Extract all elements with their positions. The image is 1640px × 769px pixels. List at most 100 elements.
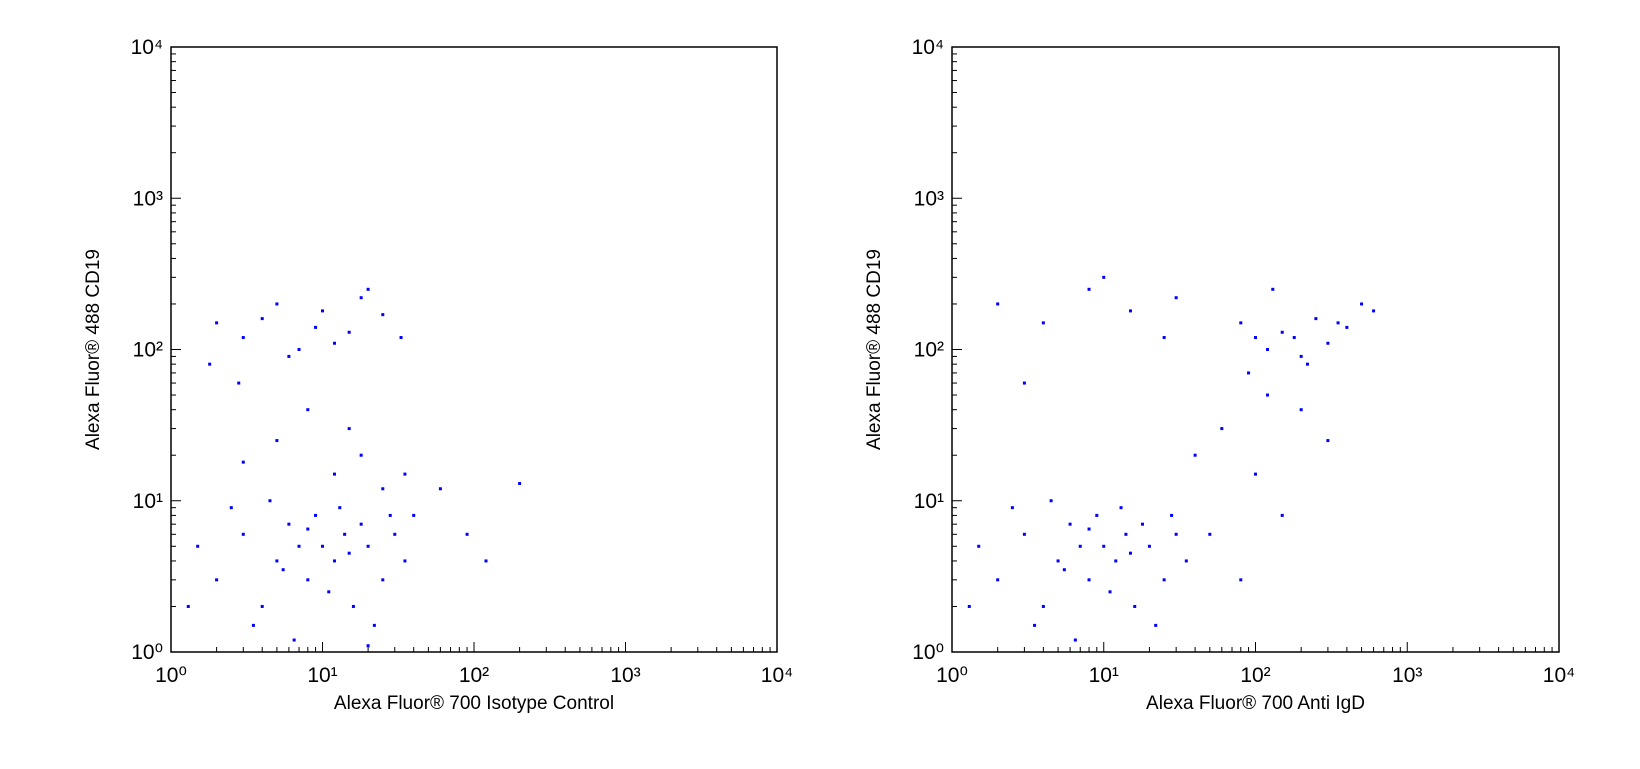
point <box>1087 287 1091 291</box>
x-axis-label: Alexa Fluor® 700 Isotype Control <box>334 693 614 714</box>
y-tick-label: 10³ <box>914 187 944 210</box>
y-tick-label: 10⁴ <box>912 36 944 59</box>
point <box>1087 527 1091 531</box>
point <box>1033 623 1037 627</box>
point <box>215 321 219 325</box>
point <box>1280 330 1284 334</box>
point <box>186 604 190 608</box>
point <box>260 317 264 321</box>
point <box>977 544 981 548</box>
point <box>1336 321 1340 325</box>
point <box>1022 381 1026 385</box>
point <box>399 336 403 340</box>
point <box>381 578 385 582</box>
point <box>1062 568 1066 572</box>
point <box>1326 439 1330 443</box>
point <box>403 559 407 563</box>
point <box>1184 559 1188 563</box>
point <box>347 427 351 431</box>
x-tick-label: 10⁰ <box>936 664 968 687</box>
point <box>332 472 336 476</box>
point <box>1140 522 1144 526</box>
point <box>1128 309 1132 313</box>
point <box>1022 532 1026 536</box>
point <box>241 532 245 536</box>
point <box>241 460 245 464</box>
point <box>1114 559 1118 563</box>
point <box>484 559 488 563</box>
point <box>1305 362 1309 366</box>
point <box>1220 427 1224 431</box>
point <box>297 544 301 548</box>
point <box>996 302 1000 306</box>
point <box>332 559 336 563</box>
point <box>1162 336 1166 340</box>
point <box>438 487 442 491</box>
x-tick-label: 10³ <box>610 664 640 687</box>
point <box>359 522 363 526</box>
point <box>351 604 355 608</box>
point <box>1108 590 1112 594</box>
point <box>996 578 1000 582</box>
point <box>1193 453 1197 457</box>
y-tick-label: 10⁰ <box>912 641 944 664</box>
point <box>1073 638 1077 642</box>
point <box>343 532 347 536</box>
point <box>347 551 351 555</box>
point <box>1078 544 1082 548</box>
y-tick-label: 10⁰ <box>131 641 163 664</box>
point <box>1280 513 1284 517</box>
point <box>292 638 296 642</box>
point <box>327 590 331 594</box>
point <box>372 623 376 627</box>
plot-frame <box>951 46 1560 653</box>
point <box>306 578 310 582</box>
point <box>1056 559 1060 563</box>
point <box>465 532 469 536</box>
plot: 10⁰ 10¹ 10² 10³ 10⁴ 10⁰ 10¹ 10² 10³ 10⁴ Alexa Fluo… <box>83 36 793 714</box>
point <box>1247 371 1251 375</box>
y-tick-label: 10¹ <box>914 490 944 513</box>
point <box>1360 302 1364 306</box>
point <box>1087 578 1091 582</box>
point <box>260 604 264 608</box>
point <box>403 472 407 476</box>
y-tick-label: 10¹ <box>133 490 163 513</box>
point <box>281 568 285 572</box>
point <box>275 439 279 443</box>
point <box>1102 275 1106 279</box>
point <box>287 354 291 358</box>
point <box>366 287 370 291</box>
y-tick-label: 10⁴ <box>131 36 163 59</box>
point <box>388 513 392 517</box>
point <box>393 532 397 536</box>
point <box>1266 393 1270 397</box>
point <box>1154 623 1158 627</box>
point <box>1010 506 1014 510</box>
point <box>1299 408 1303 412</box>
point <box>1239 578 1243 582</box>
x-axis-label: Alexa Fluor® 700 Anti IgD <box>1146 693 1365 714</box>
point <box>1254 336 1257 340</box>
point <box>338 506 342 510</box>
point <box>381 313 385 317</box>
plot: 10⁰ 10¹ 10² 10³ 10⁴ 10⁰ 10¹ 10² 10³ 10⁴ Alexa Fluo… <box>864 36 1575 714</box>
point <box>306 527 310 531</box>
x-tick-label: 10¹ <box>1089 664 1119 687</box>
point <box>237 381 241 385</box>
point <box>275 559 279 563</box>
point <box>1239 321 1243 325</box>
point <box>314 325 318 329</box>
point <box>1041 604 1045 608</box>
point <box>1124 532 1128 536</box>
y-tick-label: 10² <box>914 339 944 362</box>
point <box>1162 578 1166 582</box>
point <box>215 578 219 582</box>
x-tick-label: 10² <box>459 664 489 687</box>
x-tick-label: 10⁰ <box>155 664 187 687</box>
point <box>1254 472 1257 476</box>
point <box>967 604 971 608</box>
point <box>196 544 200 548</box>
point <box>366 544 370 548</box>
